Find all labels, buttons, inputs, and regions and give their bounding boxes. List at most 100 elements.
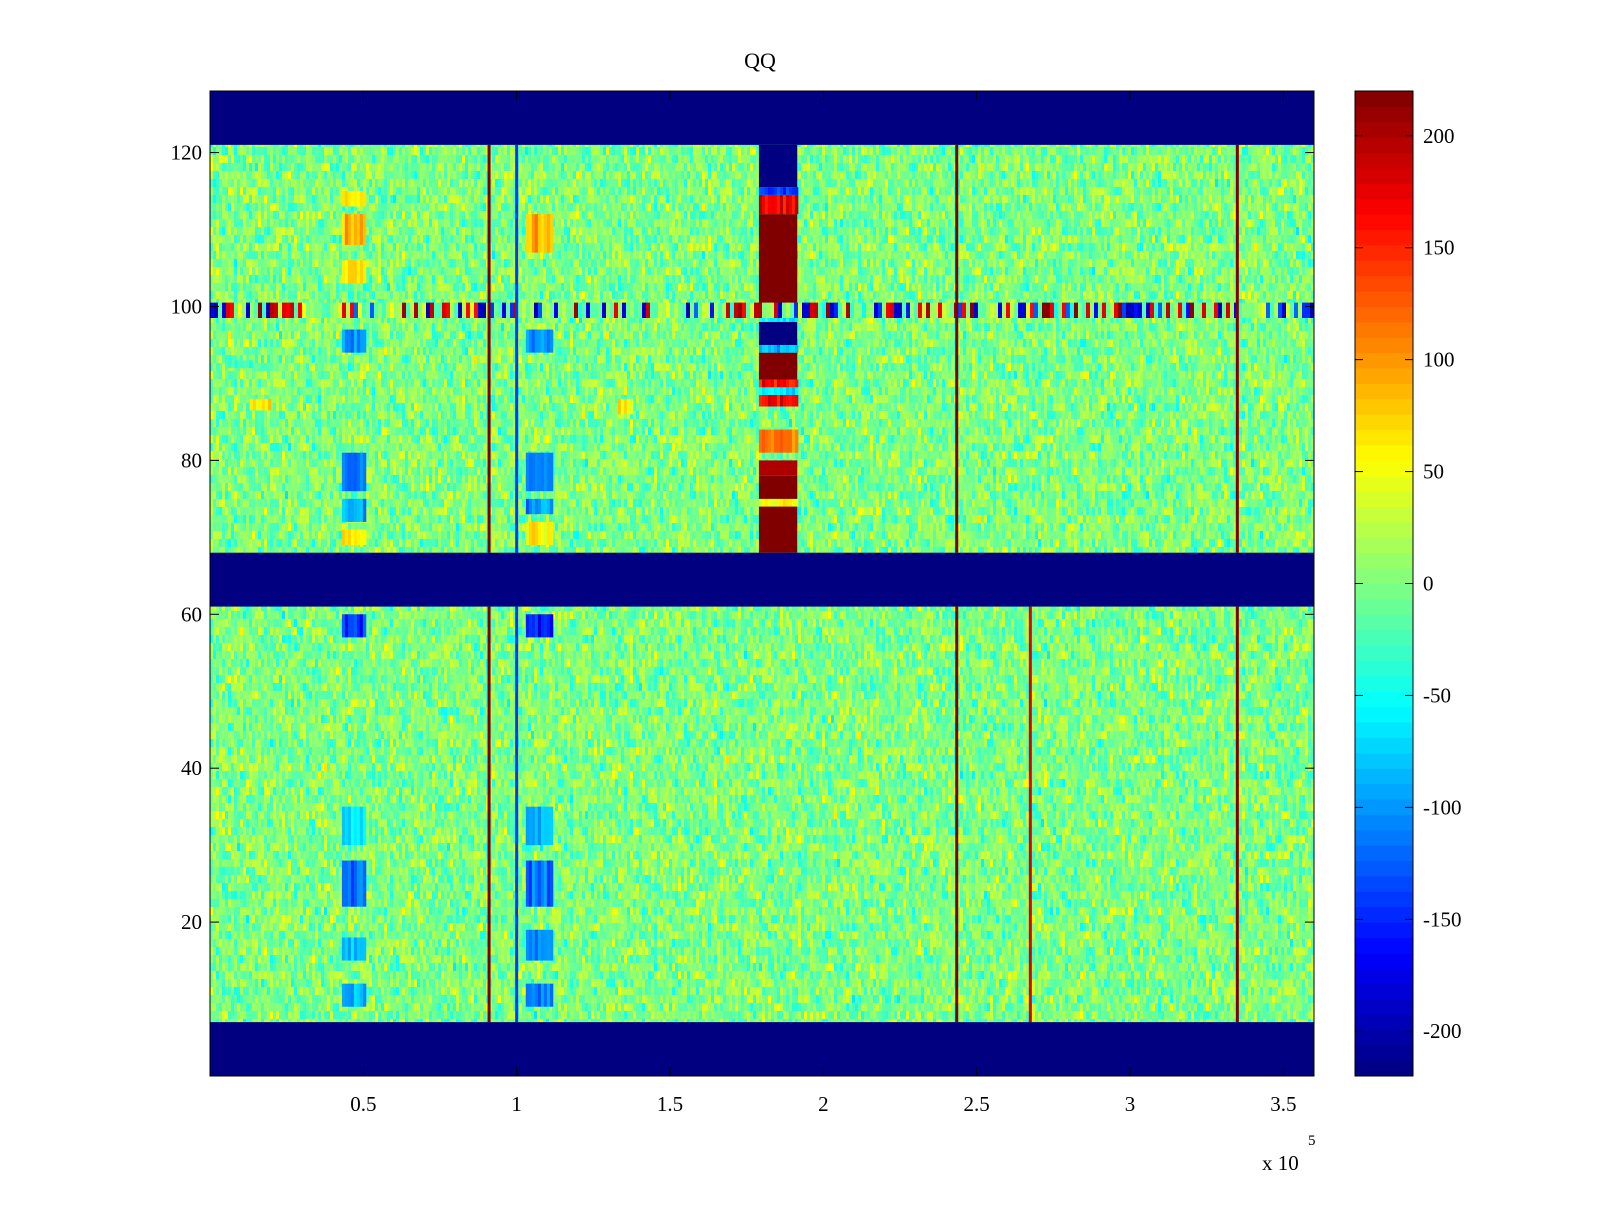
- heatmap-cell: [216, 699, 219, 707]
- heatmap-cell: [222, 323, 225, 331]
- heatmap-cell: [219, 459, 222, 467]
- heatmap-cell: [222, 219, 225, 227]
- heatmap-cell: [261, 867, 264, 875]
- heatmap-cell: [249, 627, 252, 635]
- heatmap-cell: [255, 491, 258, 499]
- heatmap-cell: [240, 947, 243, 955]
- heatmap-cell: [264, 907, 267, 915]
- heatmap-cell: [249, 443, 252, 451]
- heatmap-cell: [246, 739, 249, 747]
- heatmap-cell: [255, 195, 258, 203]
- heatmap-cell: [264, 187, 267, 195]
- heatmap-cell: [261, 451, 264, 459]
- heatmap-cell: [273, 459, 276, 467]
- heatmap-cell: [249, 1003, 252, 1011]
- heatmap-cell: [243, 747, 246, 755]
- heatmap-cell: [216, 667, 219, 675]
- heatmap-cell: [213, 787, 216, 795]
- heatmap-cell: [228, 811, 231, 819]
- heatmap-cell: [264, 619, 267, 627]
- heatmap-cell: [210, 811, 213, 819]
- heatmap-cell: [270, 731, 273, 739]
- heatmap-cell: [258, 715, 261, 723]
- heatmap-cell: [246, 691, 249, 699]
- heatmap-cell: [237, 499, 240, 507]
- heatmap-cell: [222, 899, 225, 907]
- heatmap-cell: [264, 291, 267, 299]
- heatmap-cell: [225, 819, 228, 827]
- heatmap-cell: [255, 283, 258, 291]
- heatmap-cell: [210, 619, 213, 627]
- heatmap-cell: [273, 747, 276, 755]
- heatmap-cell: [255, 427, 258, 435]
- heatmap-cell: [270, 835, 273, 843]
- heatmap-cell: [234, 995, 237, 1003]
- heatmap-cell: [270, 163, 273, 171]
- heatmap-cell: [261, 379, 264, 387]
- heatmap-cell: [264, 635, 267, 643]
- heatmap-cell: [225, 219, 228, 227]
- heatmap-cell: [234, 435, 237, 443]
- heatmap-cell: [216, 467, 219, 475]
- heatmap-cell: [222, 763, 225, 771]
- heatmap-cell: [234, 803, 237, 811]
- heatmap-cell: [246, 499, 249, 507]
- heatmap-cell: [240, 851, 243, 859]
- heatmap-cell: [249, 875, 252, 883]
- heatmap-cell: [261, 155, 264, 163]
- heatmap-cell: [237, 251, 240, 259]
- heatmap-cell: [222, 371, 225, 379]
- heatmap-cell: [216, 483, 219, 491]
- heatmap-cell: [252, 243, 255, 251]
- heatmap-cell: [267, 739, 270, 747]
- heatmap-cell: [255, 267, 258, 275]
- heatmap-cell: [222, 235, 225, 243]
- heatmap-cell: [255, 827, 258, 835]
- heatmap-cell: [252, 515, 255, 523]
- heatmap-cell: [258, 331, 261, 339]
- heatmap-cell: [219, 515, 222, 523]
- heatmap-cell: [255, 499, 258, 507]
- heatmap-cell: [249, 451, 252, 459]
- heatmap-cell: [225, 979, 228, 987]
- heatmap-cell: [267, 267, 270, 275]
- heatmap-cell: [234, 787, 237, 795]
- heatmap-cell: [228, 883, 231, 891]
- heatmap-cell: [240, 219, 243, 227]
- heatmap-cell: [252, 939, 255, 947]
- heatmap-cell: [213, 179, 216, 187]
- heatmap-cell: [267, 491, 270, 499]
- heatmap-cell: [216, 163, 219, 171]
- heatmap-cell: [246, 1003, 249, 1011]
- heatmap-cell: [255, 419, 258, 427]
- heatmap-cell: [210, 987, 213, 995]
- heatmap-cell: [264, 667, 267, 675]
- heatmap-cell: [216, 995, 219, 1003]
- heatmap-cell: [219, 163, 222, 171]
- heatmap-cell: [222, 675, 225, 683]
- heatmap-cell: [246, 755, 249, 763]
- heatmap-cell: [216, 411, 219, 419]
- heatmap-cell: [264, 363, 267, 371]
- heatmap-cell: [252, 699, 255, 707]
- heatmap-cell: [258, 723, 261, 731]
- heatmap-cell: [225, 451, 228, 459]
- heatmap-cell: [273, 451, 276, 459]
- heatmap-cell: [231, 1003, 234, 1011]
- heatmap-cell: [264, 715, 267, 723]
- heatmap-cell: [261, 995, 264, 1003]
- heatmap-cell: [213, 483, 216, 491]
- heatmap-cell: [264, 747, 267, 755]
- heatmap-cell: [267, 995, 270, 1003]
- heatmap-cell: [267, 219, 270, 227]
- heatmap-cell: [237, 691, 240, 699]
- heatmap-cell: [222, 155, 225, 163]
- heatmap-cell: [243, 811, 246, 819]
- heatmap-cell: [258, 419, 261, 427]
- heatmap-cell: [270, 267, 273, 275]
- heatmap-cell: [219, 435, 222, 443]
- heatmap-cell: [267, 675, 270, 683]
- heatmap-cell: [246, 539, 249, 547]
- heatmap-cell: [240, 499, 243, 507]
- heatmap-cell: [222, 427, 225, 435]
